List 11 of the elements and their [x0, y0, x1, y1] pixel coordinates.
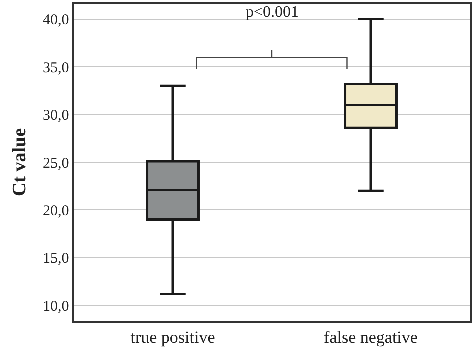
y-tick-label: 35,0: [43, 60, 70, 76]
y-axis-title: Ct value: [9, 128, 30, 197]
y-tick-label: 20,0: [43, 203, 70, 220]
y-tick-label: 40,0: [43, 12, 70, 29]
x-tick-label: true positive: [130, 328, 216, 348]
y-tick-label: 30,0: [43, 108, 70, 124]
annotation: p<0.001: [246, 4, 300, 21]
y-tick-label: 10,0: [43, 298, 70, 315]
y-tick-label: 15,0: [43, 251, 70, 268]
x-tick-label: false negative: [324, 328, 418, 348]
y-tick-label: 25,0: [43, 156, 70, 172]
